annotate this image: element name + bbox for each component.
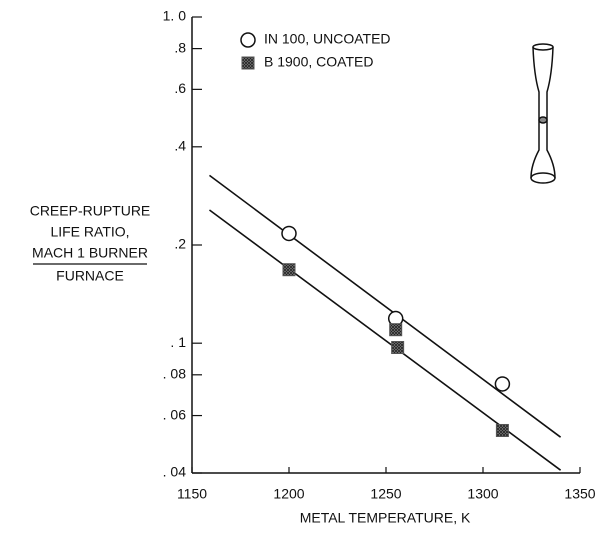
y-tick-label: .6 [174, 80, 186, 96]
point [494, 376, 511, 392]
y-axis-label: CREEP-RUPTURE LIFE RATIO, MACH 1 BURNER … [30, 203, 151, 284]
point [391, 341, 405, 355]
legend-label: IN 100, UNCOATED [264, 31, 391, 47]
point [281, 225, 297, 242]
legend-marker [241, 56, 255, 70]
y-label-line: CREEP-RUPTURE [30, 203, 151, 219]
y-tick-label: 1. 0 [163, 8, 187, 24]
y-label-line: FURNACE [56, 268, 124, 284]
legend-label: B 1900, COATED [264, 54, 373, 70]
specimen-icon [530, 43, 556, 184]
x-axis-label: METAL TEMPERATURE, K [300, 510, 471, 526]
x-tick-label: 1250 [370, 486, 401, 502]
y-label-line: MACH 1 BURNER [32, 245, 148, 261]
y-label-line: LIFE RATIO, [50, 224, 129, 240]
point [495, 423, 509, 437]
y-tick-label: .4 [174, 138, 186, 154]
x-tick-label: 1150 [177, 486, 207, 502]
y-tick-label: . 06 [163, 406, 187, 422]
legend-marker [240, 32, 256, 48]
x-tick-label: 1300 [467, 486, 498, 502]
x-tick-label: 1350 [564, 486, 595, 502]
x-tick-label: 1200 [273, 486, 304, 502]
y-tick-label: .8 [174, 39, 186, 55]
y-tick-label: . 08 [163, 366, 187, 382]
y-tick-label: . 1 [170, 334, 186, 350]
y-tick-label: . 04 [163, 464, 187, 480]
y-tick-label: .2 [174, 236, 186, 252]
fit-line [208, 174, 562, 438]
point [389, 323, 403, 337]
point [282, 263, 296, 277]
